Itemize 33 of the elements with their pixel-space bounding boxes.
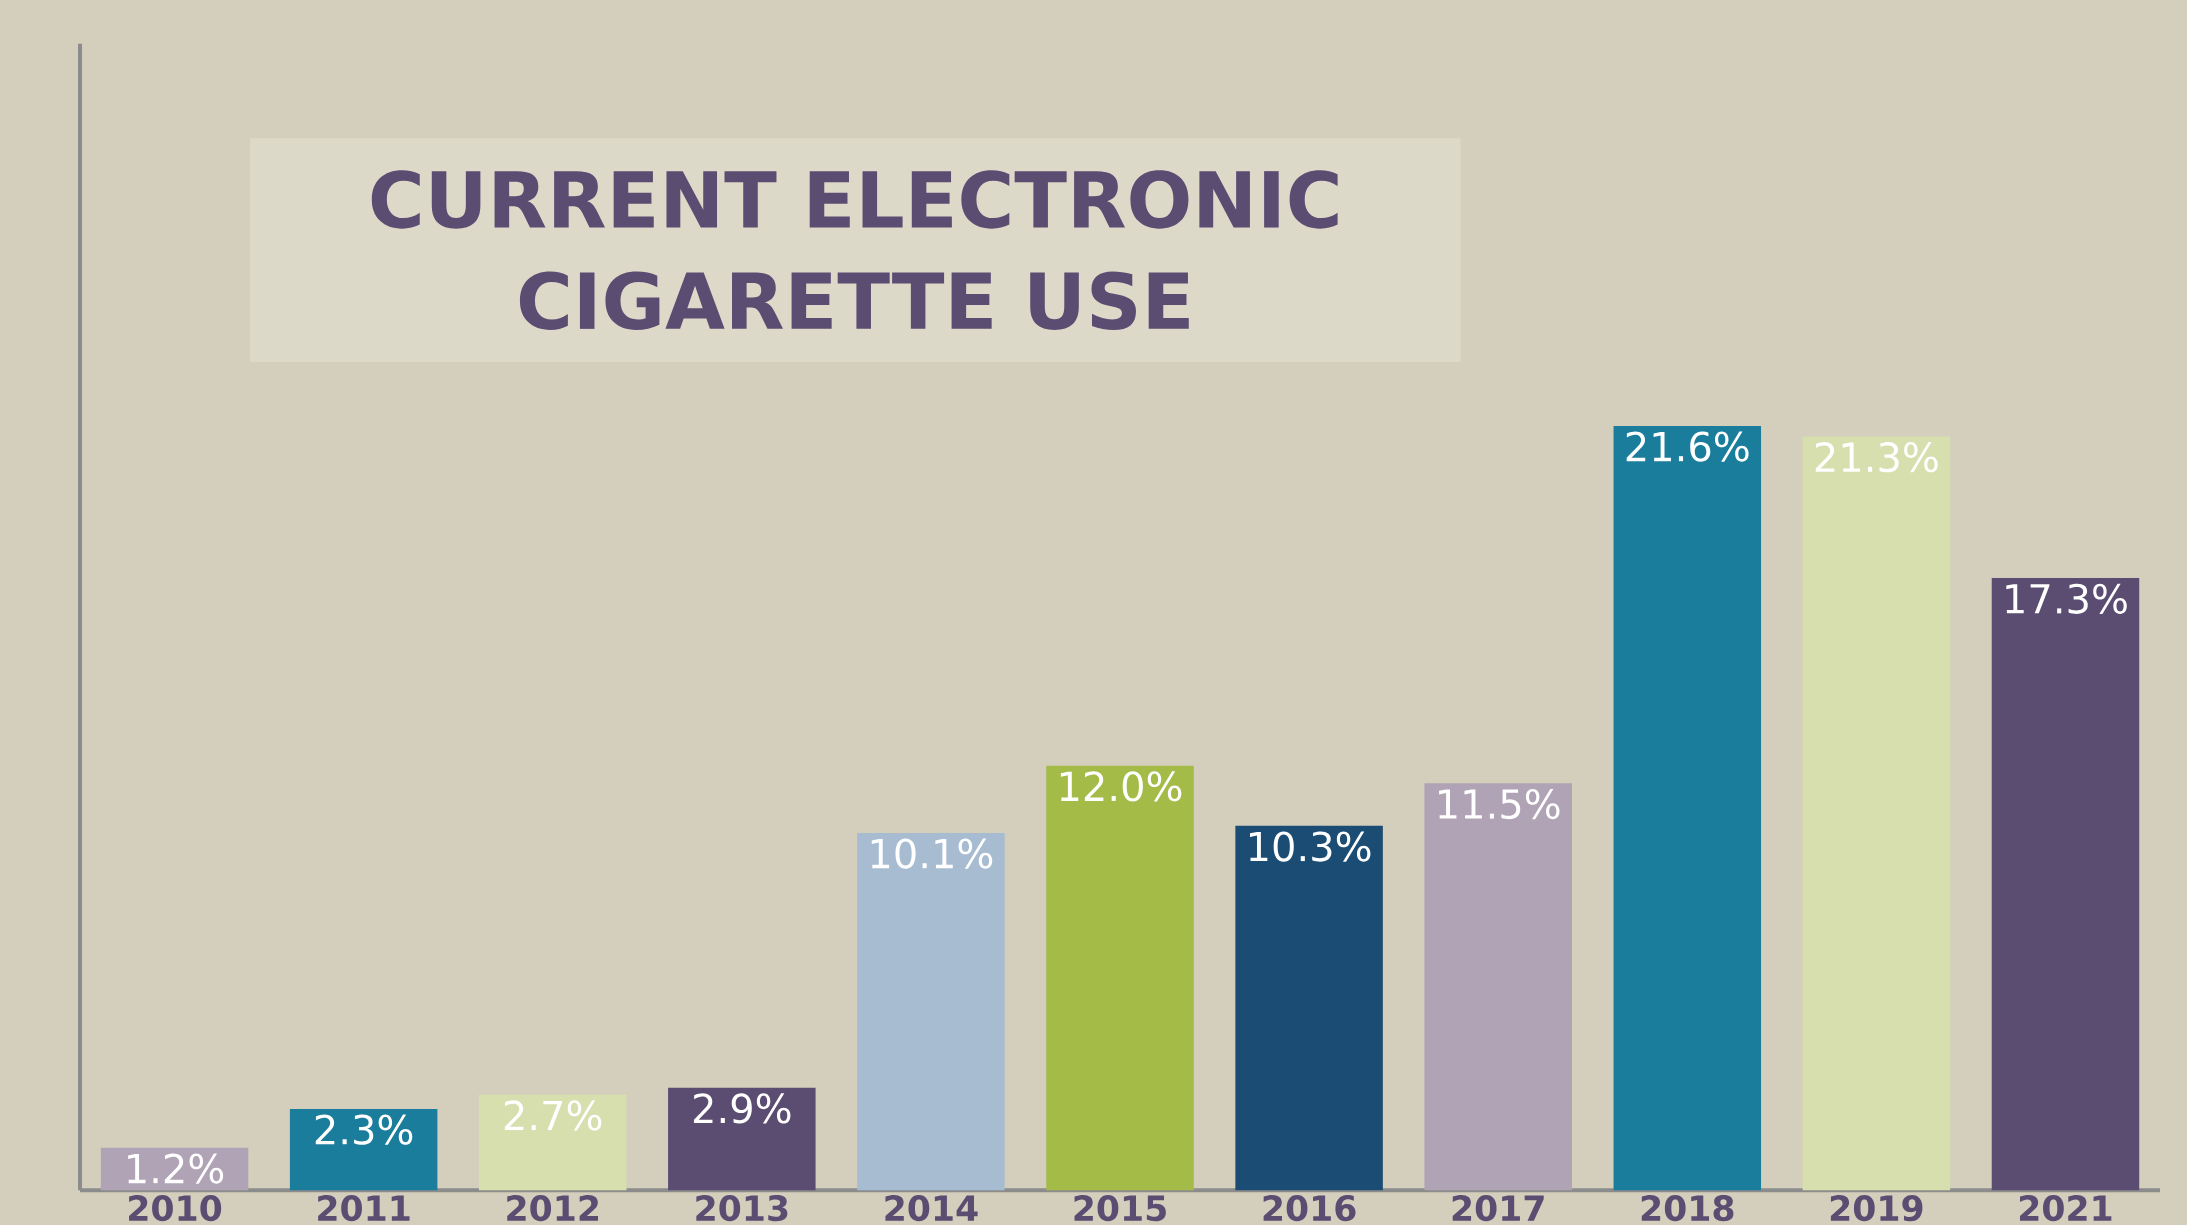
x-tick-label: 2012 (507, 1195, 598, 1222)
chart-title: CURRENT ELECTRONIC CIGARETTE USE (371, 170, 1338, 331)
x-tick-label: 2017 (1452, 1195, 1544, 1222)
bar (478, 1094, 627, 1191)
data-label: 11.5% (1439, 789, 1560, 820)
data-label: 1.2% (128, 1153, 224, 1184)
x-tick-label: 2021 (2019, 1195, 2112, 1222)
bar (1424, 783, 1572, 1191)
x-tick-label: 2019 (1830, 1195, 1923, 1222)
bar (857, 833, 1005, 1191)
data-label: 10.3% (1249, 831, 1371, 862)
x-tick-label: 2015 (1074, 1195, 1166, 1222)
data-label: 2.9% (693, 1093, 791, 1124)
x-tick-label: 2014 (885, 1195, 978, 1222)
x-tick-label: 2018 (1641, 1195, 1734, 1222)
bar (1991, 578, 2140, 1191)
data-label: 12.0% (1060, 771, 1182, 802)
data-label: 2.3% (315, 1114, 413, 1145)
data-label: 17.3% (2006, 583, 2127, 615)
bar (1046, 765, 1194, 1191)
data-label: 21.3% (1815, 442, 1938, 473)
x-tick-label: 2013 (696, 1195, 788, 1222)
data-label: 21.6% (1626, 431, 1749, 462)
data-label: 10.1% (871, 838, 993, 869)
bar (1802, 436, 1951, 1191)
bar (1235, 825, 1383, 1191)
bar (668, 1087, 816, 1191)
x-tick-label: 2016 (1263, 1195, 1356, 1222)
data-label: 2.7% (504, 1100, 602, 1131)
x-tick-label: 2010 (129, 1195, 222, 1222)
bar (1613, 426, 1762, 1191)
x-tick-label: 2011 (318, 1195, 410, 1222)
bar (289, 1109, 438, 1191)
